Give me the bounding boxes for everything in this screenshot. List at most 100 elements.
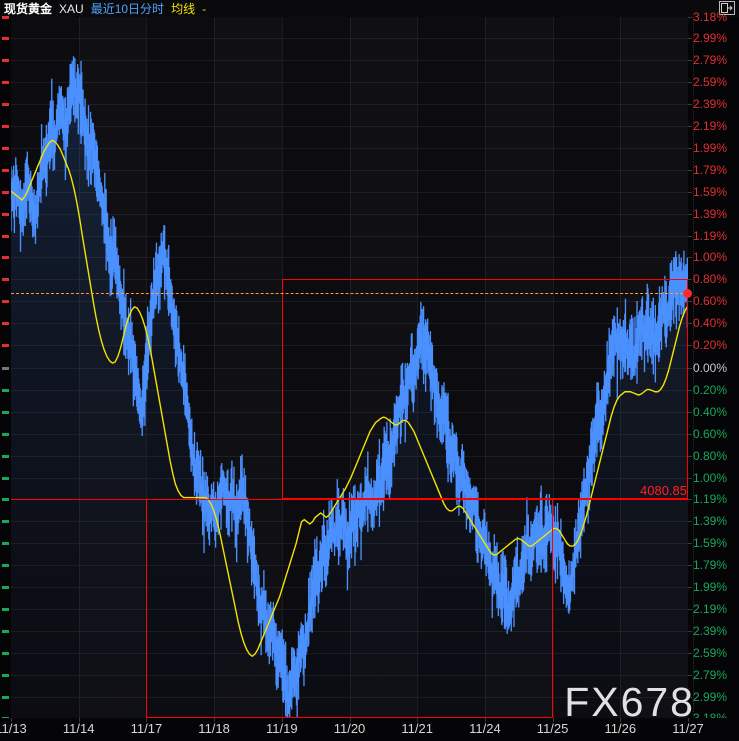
ma-label: 均线 (171, 1, 196, 16)
left-axis-tick (2, 344, 9, 348)
left-axis-tick (2, 103, 9, 107)
y-axis-tick (688, 126, 692, 128)
left-axis-tick (2, 696, 9, 700)
y-axis-tick (688, 630, 692, 632)
y-axis-label: 1.39% (693, 207, 728, 222)
y-axis-tick (688, 279, 692, 281)
y-axis-tick (688, 323, 692, 325)
moving-average-line (11, 139, 688, 658)
x-axis-tick (552, 718, 554, 722)
left-axis-tick (2, 300, 9, 304)
x-axis-label: 11/25 (536, 721, 569, 736)
y-axis-tick (688, 477, 692, 479)
y-axis-label: 0.40% (693, 316, 728, 331)
x-axis-tick (214, 718, 216, 722)
y-axis-label: 2.99% (693, 30, 728, 45)
y-axis-label: 2.39% (693, 623, 728, 638)
y-axis-tick (688, 411, 692, 413)
x-axis-label: 11/13 (0, 721, 27, 736)
left-axis-tick (2, 256, 9, 260)
y-axis-tick (688, 214, 692, 216)
x-axis-label: 11/26 (604, 721, 637, 736)
x-axis-label: 11/24 (469, 721, 501, 736)
left-axis-tick (2, 563, 9, 567)
collapse-panel-icon[interactable] (719, 1, 735, 15)
y-axis-label: 1.99% (693, 141, 728, 156)
y-axis-label: 0.00% (693, 360, 728, 375)
watermark: FX678 (564, 679, 695, 725)
left-axis-tick (2, 432, 9, 436)
left-axis-tick (2, 410, 9, 414)
y-axis-tick (688, 675, 692, 676)
y-axis-tick (688, 192, 692, 194)
ma-value: - (202, 1, 207, 16)
left-axis-tick (2, 235, 9, 239)
x-axis-tick (484, 718, 486, 722)
y-axis-tick (688, 564, 692, 566)
y-axis-label: 2.19% (693, 119, 728, 134)
y-axis-label: 0.80% (693, 272, 728, 287)
x-axis-tick (417, 718, 419, 722)
left-axis-tick (2, 191, 9, 195)
y-axis: 3.18% 2.99% 2.79% 2.59% 2.39% 2.19% 1.99% 1.79%… (683, 11, 739, 724)
y-axis-label: 1.59% (693, 185, 728, 200)
left-axis-ticks (0, 16, 11, 720)
support-solid-line (11, 498, 688, 500)
y-axis-tick (688, 455, 692, 457)
y-axis-label: 2.39% (693, 97, 728, 112)
y-axis-label: 1.59% (693, 535, 728, 550)
y-axis-tick (688, 586, 692, 588)
left-axis-tick (2, 16, 9, 19)
y-axis-label: 2.99% (693, 690, 728, 705)
y-axis-tick (688, 367, 692, 369)
left-axis-tick (2, 125, 9, 129)
left-axis-tick (2, 278, 9, 282)
y-axis-tick (688, 608, 692, 610)
x-axis-tick (146, 718, 148, 722)
left-axis-tick (2, 36, 9, 40)
plot-area[interactable] (11, 17, 688, 718)
y-axis-label: 0.40% (693, 404, 728, 419)
price-area-fill (11, 56, 688, 718)
y-axis-tick (688, 433, 692, 435)
x-axis-label: 11/19 (266, 721, 298, 736)
left-axis-tick (2, 519, 9, 523)
x-axis-label: 11/14 (62, 721, 95, 736)
y-axis-tick (688, 498, 692, 500)
y-axis-tick (688, 697, 692, 699)
y-axis-tick (688, 148, 692, 150)
left-axis-tick (2, 388, 9, 392)
y-axis-label: 2.19% (693, 601, 728, 616)
current-price-marker-dot (683, 288, 692, 298)
y-axis-label: 1.19% (693, 491, 728, 506)
y-axis-label: 0.20% (693, 382, 728, 397)
chart-header: 现货黄金 XAU 最近10日分时 均线 - (0, 0, 739, 17)
left-axis-tick (2, 674, 9, 677)
price-bars (11, 56, 688, 718)
y-axis-label: 0.60% (693, 294, 728, 309)
x-axis-label: 11/18 (198, 721, 230, 736)
left-axis-tick (2, 322, 9, 326)
left-axis-tick (2, 476, 9, 480)
y-axis-label: 3.18% (693, 10, 728, 24)
y-axis-tick (688, 104, 692, 106)
y-axis-tick (688, 59, 692, 61)
y-axis-tick (688, 37, 692, 39)
x-axis-label: 11/17 (130, 721, 163, 736)
x-axis-label: 11/27 (672, 721, 704, 736)
x-axis: 11/13 11/14 11/17 11/18 11/19 11/20 11/21 11/24… (0, 718, 739, 741)
range-label[interactable]: 最近10日分时 (90, 1, 165, 16)
x-axis-tick (11, 718, 12, 722)
y-axis-label: 1.00% (693, 470, 728, 485)
y-axis-tick (688, 236, 692, 238)
left-axis-tick (2, 541, 9, 545)
y-axis-label: 1.99% (693, 579, 728, 594)
x-axis-label: 11/20 (333, 721, 366, 736)
y-axis-tick (688, 82, 692, 84)
y-axis-label: 1.39% (693, 513, 728, 528)
left-axis-tick (2, 58, 9, 62)
y-axis-tick (688, 652, 692, 654)
left-axis-tick (2, 651, 9, 655)
y-axis-label: 0.60% (693, 426, 728, 441)
